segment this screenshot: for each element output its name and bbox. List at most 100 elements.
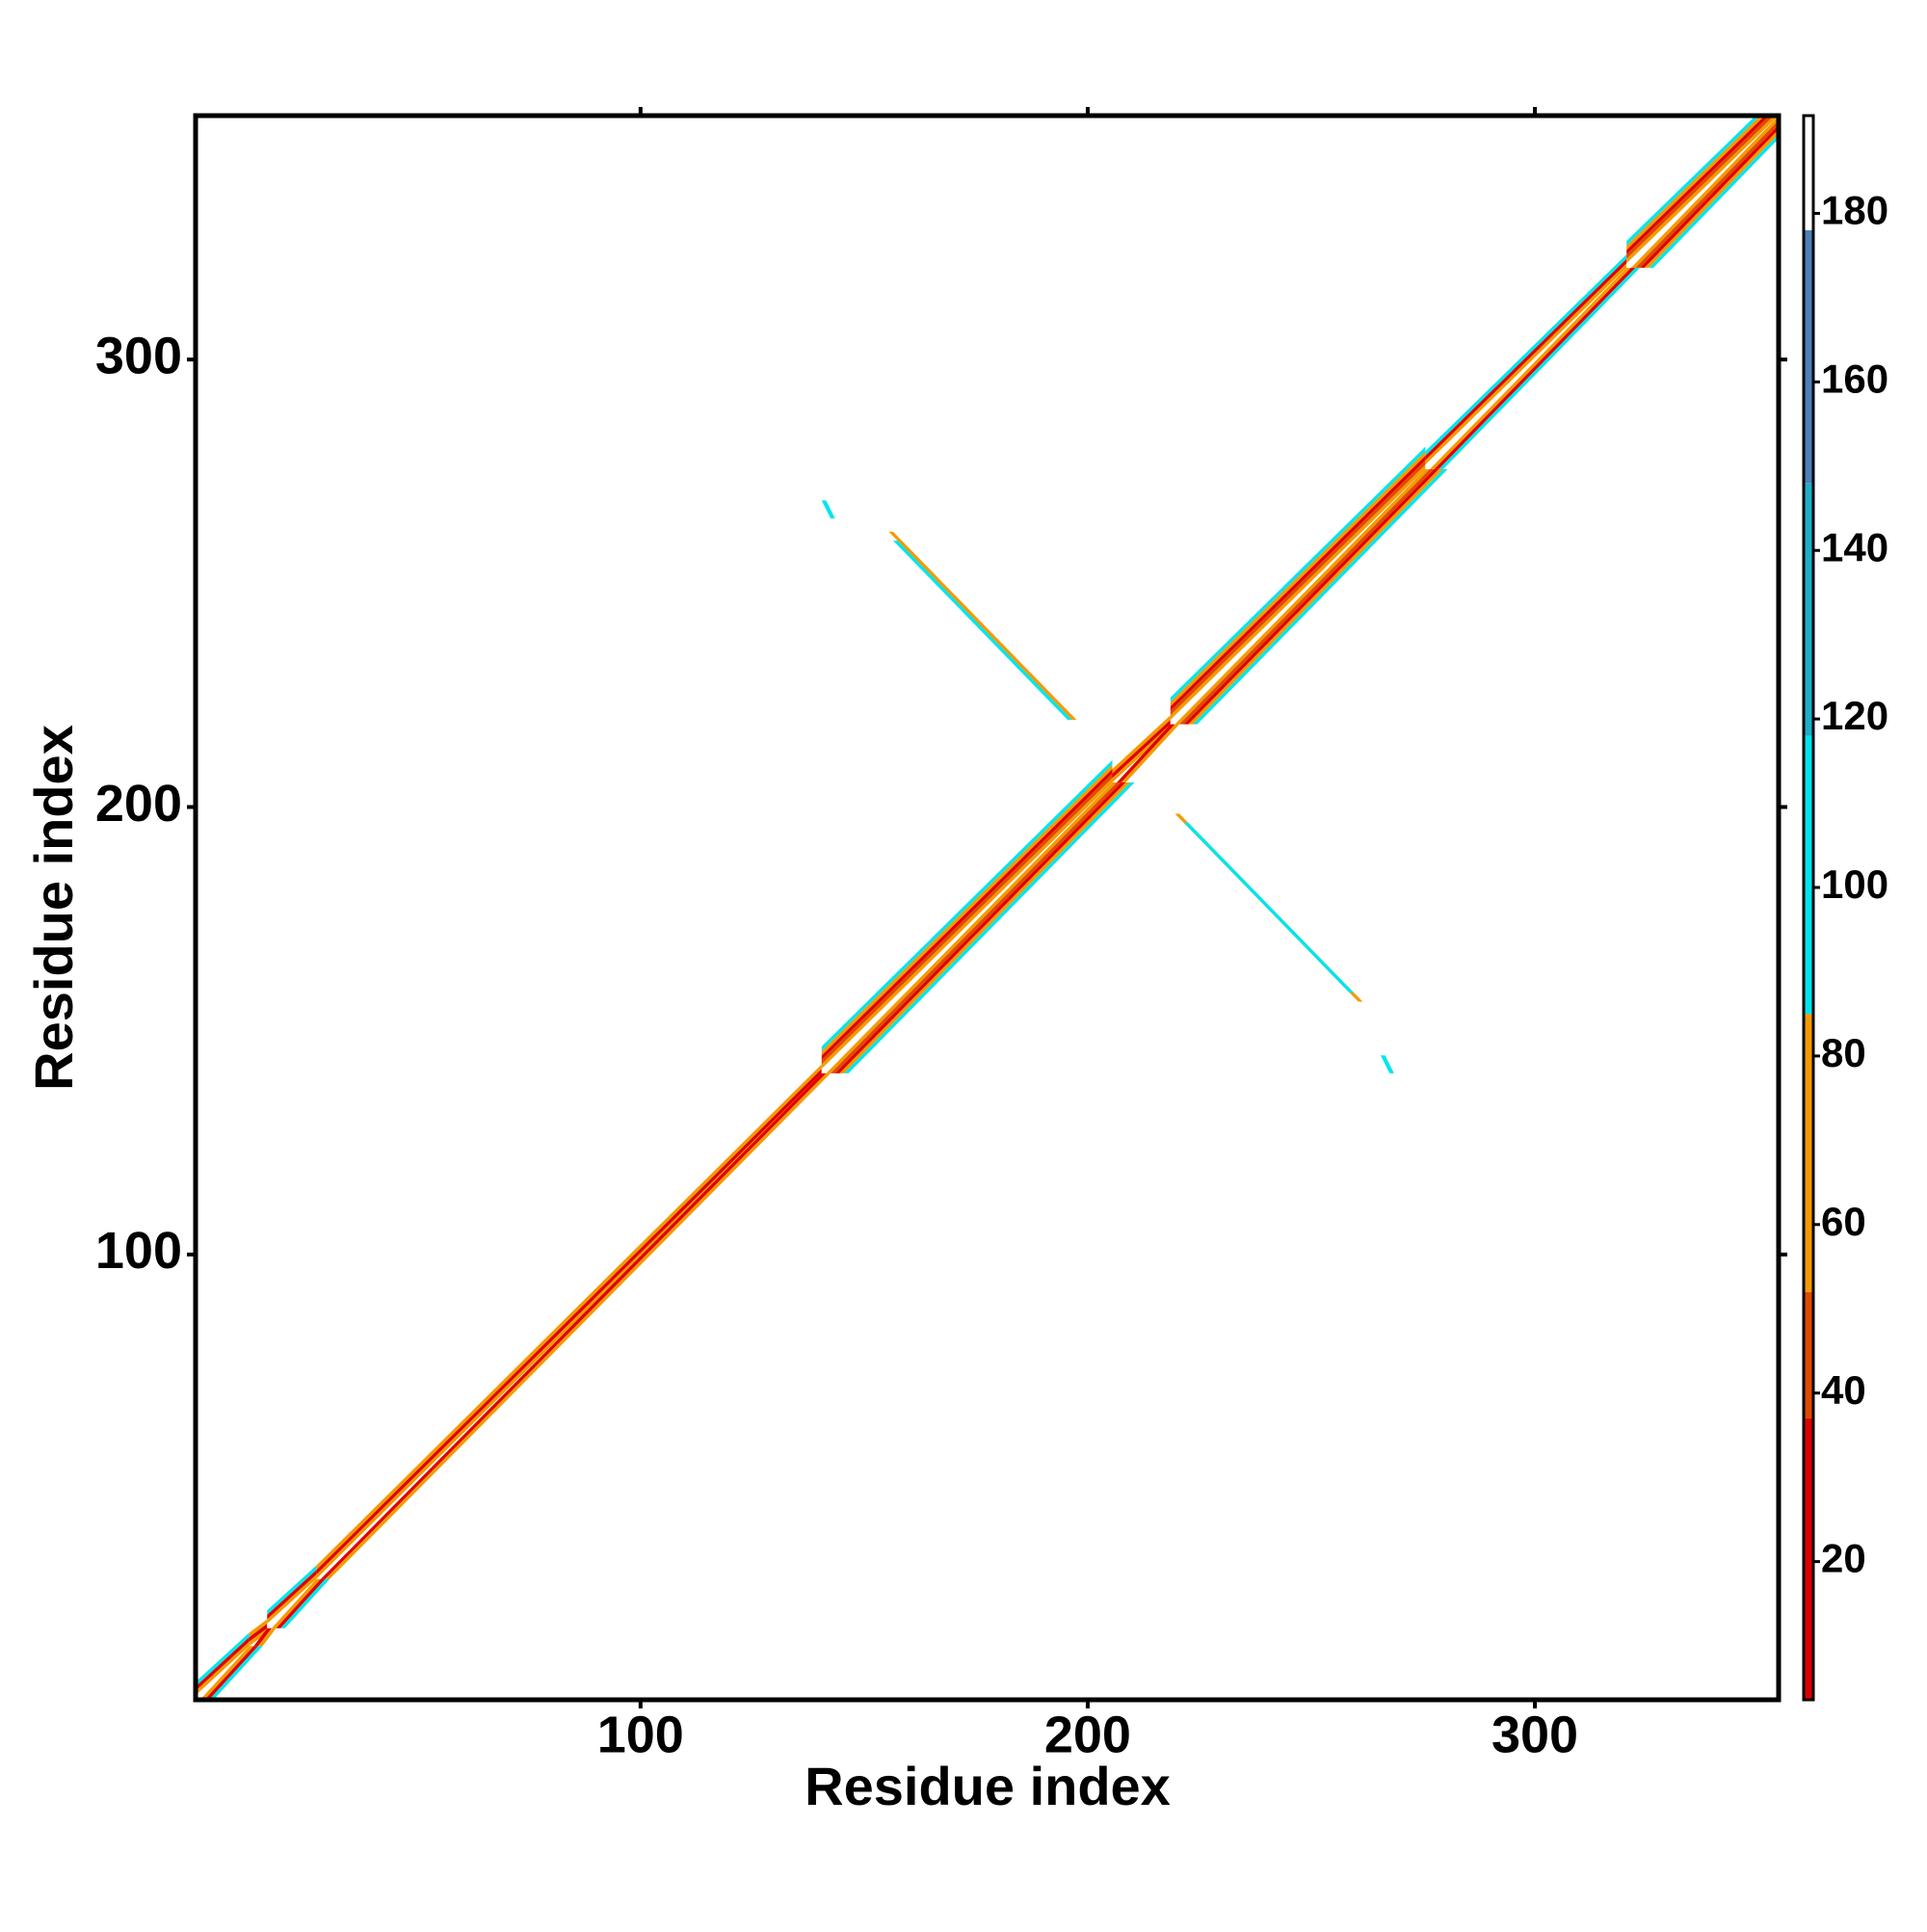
colorbar-tick-label: 140 <box>1821 524 1888 569</box>
colorbar-segment <box>1804 1291 1813 1418</box>
diagonal-cells <box>1188 468 1443 725</box>
diagonal-cells <box>325 1072 832 1579</box>
x-tick-label: 200 <box>1044 1706 1131 1763</box>
plot-frame <box>193 113 1782 1703</box>
strand-cells <box>1380 1055 1394 1073</box>
diagonal-cells <box>1626 116 1779 264</box>
colorbar-tick-label: 160 <box>1821 356 1888 401</box>
diagonal-cells <box>1439 267 1641 469</box>
colorbar-frame <box>1802 114 1815 1702</box>
diagonal-cells <box>1425 253 1627 456</box>
diagonal-cells <box>1179 468 1435 725</box>
diagonal-cells <box>196 1646 250 1700</box>
diagonal-cells <box>267 1565 317 1615</box>
diagonal-cells <box>1434 267 1636 469</box>
x-tick-label: 100 <box>597 1706 684 1763</box>
diagonal-cells <box>320 1072 827 1579</box>
x-tick-label: 300 <box>1491 1706 1578 1763</box>
diagonal-cells <box>826 781 1118 1073</box>
diagonal-cells <box>1630 116 1779 268</box>
diagonal-cells <box>276 1578 326 1628</box>
diagonal-cells <box>280 1578 330 1628</box>
strand-cells <box>888 531 1077 720</box>
colorbar-tick-label: 20 <box>1821 1536 1866 1581</box>
diagonal-cells <box>1644 129 1779 268</box>
diagonal-cells <box>1112 724 1171 782</box>
diagonal-cells <box>204 1646 258 1700</box>
y-tick-label: 100 <box>95 1222 182 1280</box>
colorbar-segment <box>1804 229 1813 484</box>
diagonal-cells <box>1112 719 1171 779</box>
diagonal-cells <box>843 781 1135 1073</box>
diagonal-cells <box>821 778 1113 1070</box>
diagonal-cells <box>821 781 1113 1073</box>
diagonal-cells <box>199 1646 254 1700</box>
diagonal-cells <box>1183 468 1439 725</box>
diagonal-cells <box>1170 468 1426 725</box>
diagonal-cells <box>1429 267 1631 469</box>
diagonal-cells <box>821 769 1113 1060</box>
colorbar-tick-label: 80 <box>1821 1030 1866 1075</box>
diagonal-cells <box>1626 116 1765 251</box>
diagonal-cells <box>249 1619 268 1637</box>
y-axis-label: Residue index <box>23 725 84 1091</box>
diagonal-cells <box>1121 724 1180 782</box>
colorbar-tick-label: 100 <box>1821 861 1888 907</box>
diagonal-cells <box>1635 119 1779 268</box>
diagonal-cells <box>316 1069 822 1575</box>
diagonal-cells <box>1626 116 1760 246</box>
diagonal-cells <box>1626 116 1779 268</box>
diagonal-cells <box>1170 446 1426 702</box>
diagonal-cells <box>1117 724 1175 782</box>
diagonal-cells <box>249 1624 268 1642</box>
diagonal-cells <box>208 1646 263 1700</box>
diagonal-cells <box>249 1628 268 1647</box>
diagonal-cells <box>1175 468 1430 725</box>
diagonal-cells <box>267 1578 317 1628</box>
diagonal-cells <box>839 781 1131 1073</box>
diagonal-cells <box>257 1628 277 1647</box>
diagonal-cells <box>1170 460 1426 716</box>
diagonal-cells <box>1425 267 1627 469</box>
diagonal-cells <box>1425 258 1627 461</box>
diagonal-cells <box>821 773 1113 1065</box>
strand-cells <box>821 500 835 518</box>
diagonal-cells <box>1170 464 1426 720</box>
x-axis-label: Residue index <box>805 1756 1171 1816</box>
diagonal-cells <box>316 1064 822 1571</box>
diagonal-cells <box>1626 116 1770 254</box>
colorbar-tick-label: 180 <box>1821 188 1888 233</box>
diagonal-cells <box>1170 455 1426 711</box>
diagonal-cells <box>1626 116 1775 259</box>
colorbar-tick-label: 120 <box>1821 693 1888 738</box>
diagonal-cells <box>267 1570 317 1620</box>
diagonal-cells <box>253 1628 272 1647</box>
colorbar-segment <box>1804 1014 1813 1292</box>
strand-cells <box>893 541 1072 720</box>
diagonal-cells <box>271 1578 321 1628</box>
diagonal-cells <box>834 781 1126 1073</box>
diagonal-cells <box>196 1632 250 1687</box>
y-tick-label: 300 <box>95 327 182 384</box>
diagonal-cells <box>1112 715 1171 774</box>
diagonal-cells <box>821 759 1113 1051</box>
diagonal-cells <box>1425 263 1627 465</box>
y-tick-label: 200 <box>95 775 182 833</box>
colorbar-segment <box>1804 735 1813 1015</box>
diagonal-cells <box>196 1641 250 1696</box>
diagonal-cells <box>196 1636 250 1691</box>
diagonal-cells <box>1649 134 1779 268</box>
diagonal-cells <box>831 781 1122 1073</box>
colorbar-tick-label: 40 <box>1821 1367 1866 1413</box>
diagonal-cells <box>316 1072 822 1579</box>
diagonal-cells <box>1640 124 1779 268</box>
heatmap-cells <box>196 116 1779 1700</box>
diagonal-cells <box>821 764 1113 1056</box>
diagonal-cells <box>267 1574 317 1625</box>
colorbar-segment <box>1804 116 1813 230</box>
diagonal-cells <box>1170 451 1426 707</box>
strand-cells <box>1183 822 1355 993</box>
colorbar-tick-label: 60 <box>1821 1199 1866 1244</box>
